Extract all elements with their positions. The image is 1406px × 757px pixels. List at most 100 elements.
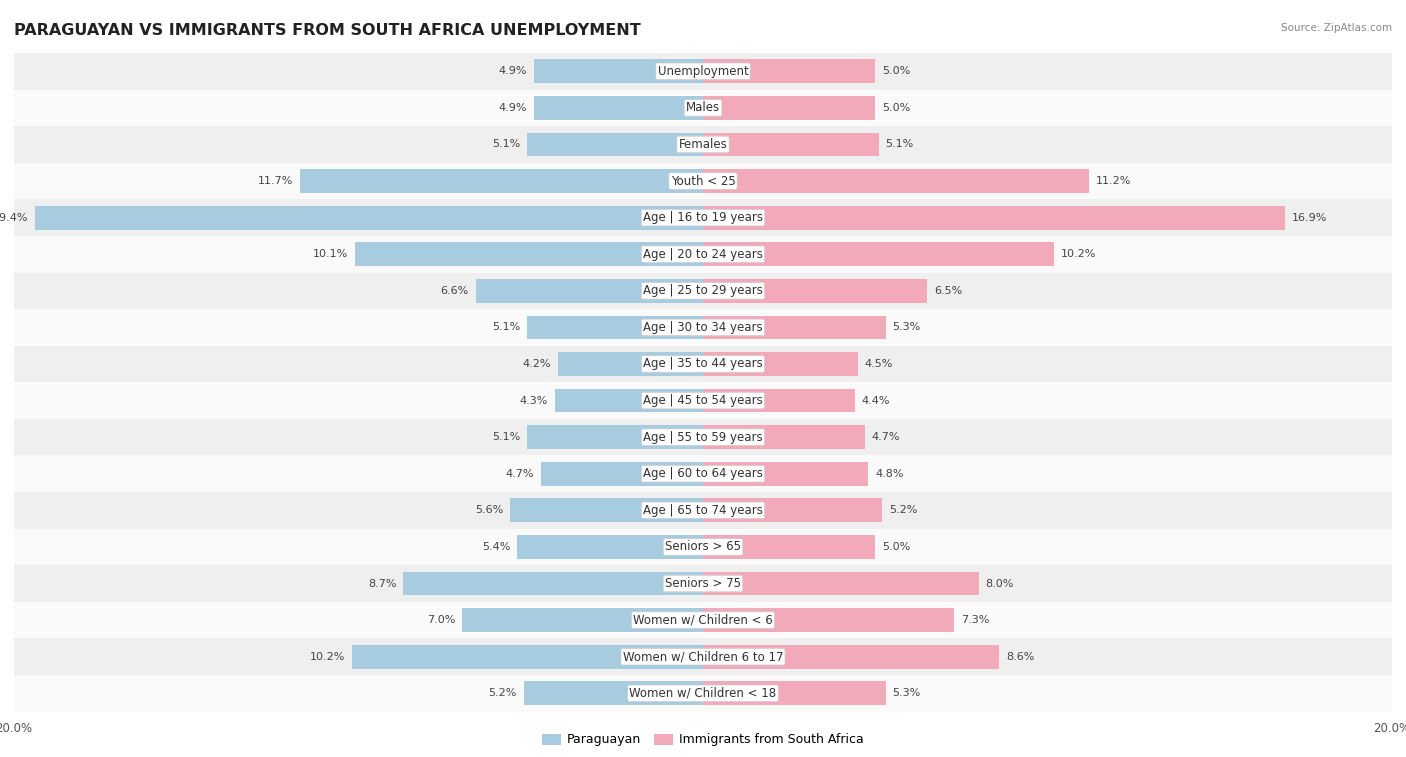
Bar [475,279,703,303]
Bar [14,273,1392,309]
Text: 5.1%: 5.1% [492,139,520,149]
Bar [555,388,703,413]
Text: 4.5%: 4.5% [865,359,893,369]
Bar [14,565,1392,602]
Bar [703,132,879,157]
Text: Source: ZipAtlas.com: Source: ZipAtlas.com [1281,23,1392,33]
Text: 19.4%: 19.4% [0,213,28,223]
Bar [703,206,1285,229]
Bar [703,462,869,486]
Text: 5.6%: 5.6% [475,506,503,516]
Text: 5.0%: 5.0% [882,103,910,113]
Text: Age | 60 to 64 years: Age | 60 to 64 years [643,467,763,480]
Text: Age | 16 to 19 years: Age | 16 to 19 years [643,211,763,224]
Legend: Paraguayan, Immigrants from South Africa: Paraguayan, Immigrants from South Africa [537,728,869,752]
Text: 5.0%: 5.0% [882,67,910,76]
Bar [703,316,886,339]
Bar [14,236,1392,273]
Bar [703,242,1054,266]
Bar [35,206,703,229]
Bar [14,53,1392,89]
Bar [14,199,1392,236]
Bar [703,425,865,449]
Text: 8.0%: 8.0% [986,578,1014,588]
Text: Age | 30 to 34 years: Age | 30 to 34 years [643,321,763,334]
Text: 10.2%: 10.2% [1062,249,1097,259]
Bar [703,681,886,706]
Text: 4.7%: 4.7% [506,469,534,478]
Bar [534,59,703,83]
Text: 5.3%: 5.3% [893,322,921,332]
Text: 16.9%: 16.9% [1292,213,1327,223]
Text: 5.2%: 5.2% [889,506,917,516]
Bar [14,638,1392,675]
Text: 11.7%: 11.7% [257,176,292,186]
Bar [14,675,1392,712]
Bar [14,456,1392,492]
Bar [14,346,1392,382]
Bar [14,419,1392,456]
Bar [517,535,703,559]
Text: Women w/ Children < 18: Women w/ Children < 18 [630,687,776,699]
Text: 5.1%: 5.1% [886,139,914,149]
Bar [14,528,1392,565]
Bar [527,425,703,449]
Bar [356,242,703,266]
Text: 5.2%: 5.2% [489,688,517,698]
Text: 4.7%: 4.7% [872,432,900,442]
Bar [404,572,703,596]
Bar [703,498,882,522]
Text: 6.5%: 6.5% [934,286,962,296]
Bar [527,316,703,339]
Bar [510,498,703,522]
Text: 11.2%: 11.2% [1095,176,1130,186]
Text: 10.2%: 10.2% [309,652,344,662]
Bar [541,462,703,486]
Text: 6.6%: 6.6% [440,286,468,296]
Bar [703,572,979,596]
Bar [703,388,855,413]
Bar [299,169,703,193]
Text: Seniors > 75: Seniors > 75 [665,577,741,590]
Text: 4.8%: 4.8% [875,469,904,478]
Text: 5.1%: 5.1% [492,432,520,442]
Text: Unemployment: Unemployment [658,65,748,78]
Text: Youth < 25: Youth < 25 [671,175,735,188]
Bar [703,352,858,376]
Text: 10.1%: 10.1% [314,249,349,259]
Text: 5.3%: 5.3% [893,688,921,698]
Text: 4.3%: 4.3% [520,396,548,406]
Text: 8.6%: 8.6% [1007,652,1035,662]
Text: Women w/ Children < 6: Women w/ Children < 6 [633,614,773,627]
Text: 7.3%: 7.3% [962,615,990,625]
Bar [14,382,1392,419]
Bar [703,96,875,120]
Bar [703,59,875,83]
Text: PARAGUAYAN VS IMMIGRANTS FROM SOUTH AFRICA UNEMPLOYMENT: PARAGUAYAN VS IMMIGRANTS FROM SOUTH AFRI… [14,23,641,38]
Bar [461,608,703,632]
Bar [14,309,1392,346]
Text: Age | 35 to 44 years: Age | 35 to 44 years [643,357,763,370]
Bar [703,608,955,632]
Text: 4.9%: 4.9% [499,67,527,76]
Text: 5.4%: 5.4% [482,542,510,552]
Bar [527,132,703,157]
Text: Age | 55 to 59 years: Age | 55 to 59 years [643,431,763,444]
Text: Age | 25 to 29 years: Age | 25 to 29 years [643,285,763,298]
Bar [703,279,927,303]
Text: Females: Females [679,138,727,151]
Bar [14,602,1392,638]
Bar [14,89,1392,126]
Text: Males: Males [686,101,720,114]
Text: 5.1%: 5.1% [492,322,520,332]
Bar [703,169,1088,193]
Text: Seniors > 65: Seniors > 65 [665,540,741,553]
Text: Age | 20 to 24 years: Age | 20 to 24 years [643,248,763,260]
Bar [352,645,703,668]
Bar [14,163,1392,199]
Bar [558,352,703,376]
Text: Age | 65 to 74 years: Age | 65 to 74 years [643,504,763,517]
Text: 7.0%: 7.0% [426,615,456,625]
Bar [534,96,703,120]
Bar [524,681,703,706]
